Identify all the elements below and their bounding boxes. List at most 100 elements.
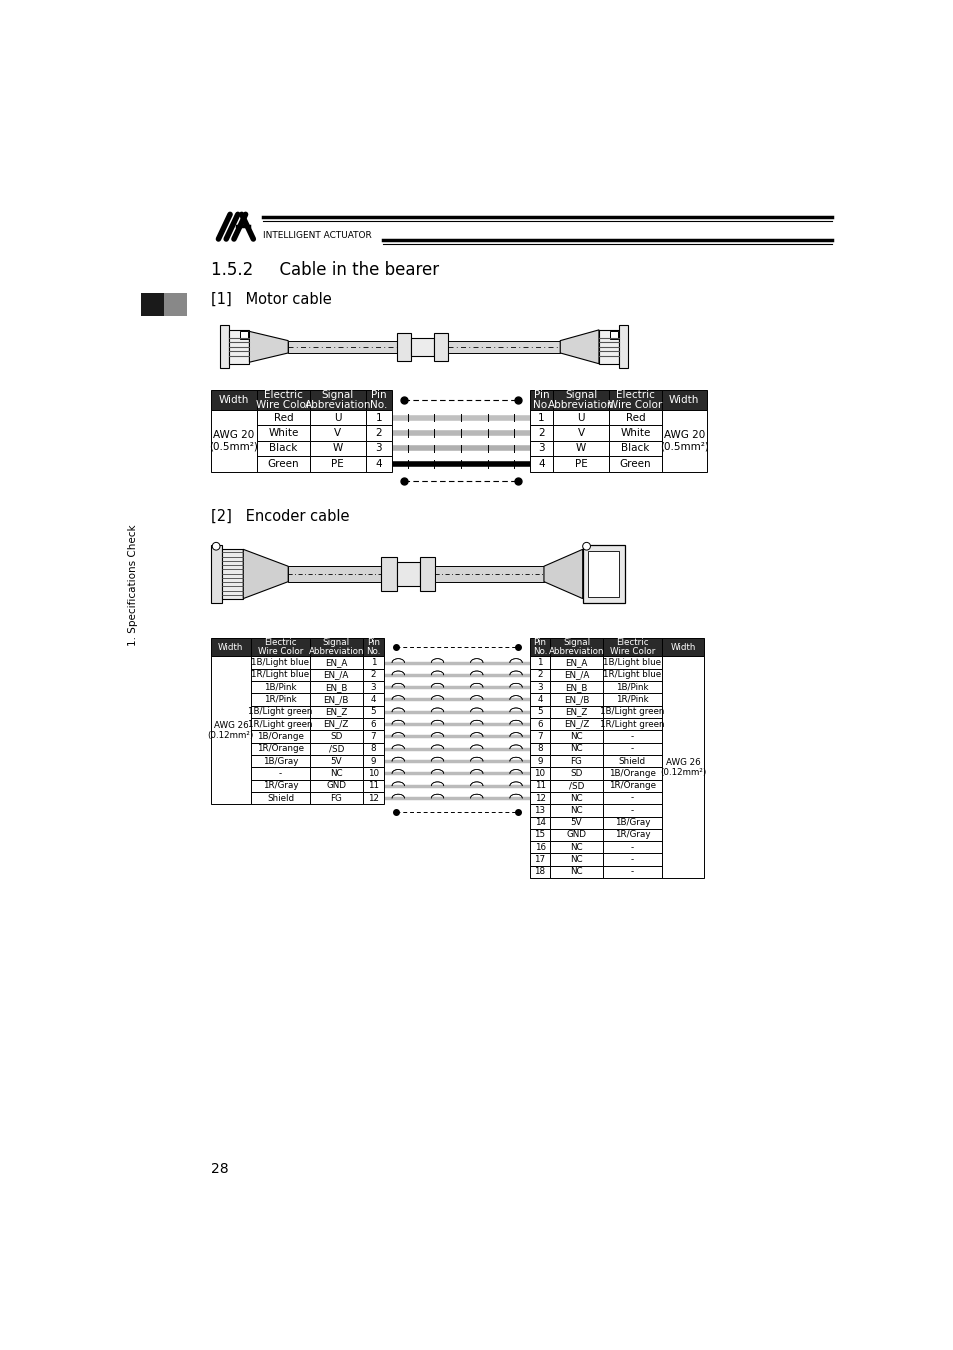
Bar [257, 456, 310, 471]
Bar [310, 792, 362, 805]
Text: 13: 13 [534, 806, 545, 815]
Bar [602, 853, 661, 865]
Bar [251, 668, 310, 680]
Text: EN_B: EN_B [325, 683, 347, 691]
Bar [530, 440, 553, 456]
Bar [257, 410, 310, 425]
Text: 2: 2 [537, 428, 544, 437]
Text: Width: Width [668, 396, 699, 405]
Text: [2]   Encoder cable: [2] Encoder cable [211, 509, 349, 524]
Text: 7: 7 [371, 732, 375, 741]
Bar [598, 329, 618, 363]
Text: White: White [619, 428, 650, 437]
Text: AWG 26
(0.12mm²): AWG 26 (0.12mm²) [659, 757, 705, 776]
Bar [310, 440, 365, 456]
Bar [251, 680, 310, 694]
Bar [257, 390, 310, 410]
Bar [661, 410, 706, 471]
Bar [365, 456, 392, 471]
Bar [310, 456, 365, 471]
Bar [530, 743, 550, 755]
Text: 1.5.2     Cable in the bearer: 1.5.2 Cable in the bearer [211, 261, 438, 279]
Text: Green: Green [268, 459, 299, 468]
Bar [310, 743, 362, 755]
Text: 3: 3 [371, 683, 375, 691]
Bar [251, 743, 310, 755]
Bar [229, 329, 249, 363]
Bar [251, 792, 310, 805]
Bar [240, 331, 248, 339]
Text: EN_/A: EN_/A [563, 671, 589, 679]
Text: 1R/Pink: 1R/Pink [264, 695, 296, 703]
Bar [410, 338, 434, 356]
Text: 10: 10 [534, 769, 545, 778]
Text: Electric
Wire Color: Electric Wire Color [257, 637, 303, 656]
Text: NC: NC [570, 855, 582, 864]
Bar [550, 743, 602, 755]
Bar [362, 694, 384, 706]
Bar [530, 829, 550, 841]
Text: GND: GND [566, 830, 586, 840]
Text: SD: SD [330, 732, 342, 741]
Text: Pin
No.: Pin No. [370, 390, 387, 410]
Text: 1B/Light green: 1B/Light green [248, 707, 313, 717]
Text: -: - [630, 842, 633, 852]
Text: 4: 4 [537, 459, 544, 468]
Text: PE: PE [574, 459, 587, 468]
Text: 2: 2 [537, 671, 542, 679]
Bar [257, 425, 310, 440]
Text: 1B/Pink: 1B/Pink [616, 683, 648, 691]
Bar [310, 730, 362, 742]
Bar [609, 331, 617, 339]
Bar [587, 551, 618, 597]
Bar [530, 637, 550, 656]
Polygon shape [243, 549, 288, 598]
Bar [530, 767, 550, 779]
Bar [602, 779, 661, 792]
Text: -: - [630, 868, 633, 876]
Text: 5: 5 [371, 707, 375, 717]
Bar [602, 656, 661, 668]
Bar [251, 694, 310, 706]
Bar [530, 410, 553, 425]
Bar [362, 656, 384, 668]
Bar [661, 390, 706, 410]
Bar [257, 440, 310, 456]
Text: 1R/Orange: 1R/Orange [608, 782, 655, 790]
Text: /SD: /SD [328, 744, 344, 753]
Bar [310, 680, 362, 694]
Bar [362, 792, 384, 805]
Text: NC: NC [570, 794, 582, 802]
Text: 1R/Pink: 1R/Pink [616, 695, 648, 703]
Bar [530, 730, 550, 742]
Text: Electric
Wire Color: Electric Wire Color [608, 390, 661, 410]
Bar [550, 694, 602, 706]
Text: Black: Black [269, 443, 297, 454]
Bar [602, 694, 661, 706]
Text: 1B/Gray: 1B/Gray [262, 756, 298, 765]
Text: Width: Width [218, 643, 243, 652]
Text: EN_A: EN_A [325, 657, 347, 667]
Bar [550, 668, 602, 680]
Text: -: - [630, 855, 633, 864]
Text: PE: PE [331, 459, 344, 468]
Bar [447, 340, 559, 352]
Bar [530, 668, 550, 680]
Bar [530, 694, 550, 706]
Bar [141, 293, 164, 316]
Bar [365, 390, 392, 410]
Bar [310, 755, 362, 767]
Bar [362, 767, 384, 779]
Text: FG: FG [330, 794, 342, 802]
Text: V: V [577, 428, 584, 437]
Text: U: U [577, 413, 584, 423]
Text: 17: 17 [534, 855, 545, 864]
Bar [251, 779, 310, 792]
Polygon shape [559, 329, 598, 363]
Text: 11: 11 [368, 782, 378, 790]
Text: 9: 9 [371, 756, 375, 765]
Bar [550, 706, 602, 718]
Bar [288, 340, 396, 352]
Text: EN_/B: EN_/B [563, 695, 589, 703]
Bar [530, 853, 550, 865]
